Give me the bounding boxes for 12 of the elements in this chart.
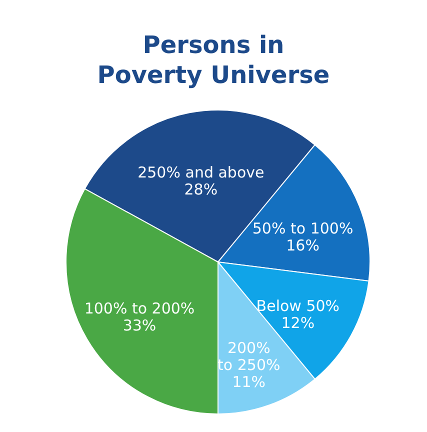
slice-label: 200% to 250% (218, 338, 280, 374)
data-label: 12% (281, 314, 315, 332)
data-label: 16% (286, 236, 320, 254)
slice-label: 100% to 200% (84, 299, 195, 318)
data-label: 28% (184, 180, 218, 198)
data-label: 33% (122, 316, 156, 334)
slice-label: 50% to 100% (252, 219, 354, 238)
slice-label: Below 50% (256, 296, 340, 315)
text: Poverty Universe (97, 61, 330, 89)
text: Persons in (142, 31, 284, 59)
data-label: 11% (232, 372, 266, 391)
slice-label: 250% and above (138, 163, 264, 182)
